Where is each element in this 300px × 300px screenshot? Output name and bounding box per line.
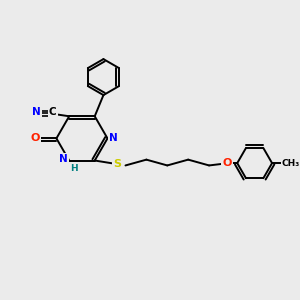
Text: N: N bbox=[59, 154, 68, 164]
Text: CH₃: CH₃ bbox=[282, 159, 300, 168]
Text: O: O bbox=[30, 134, 40, 143]
Text: O: O bbox=[222, 158, 232, 168]
Text: C: C bbox=[49, 107, 56, 118]
Text: S: S bbox=[113, 159, 122, 169]
Text: H: H bbox=[70, 164, 78, 173]
Text: N: N bbox=[109, 134, 118, 143]
Text: N: N bbox=[32, 107, 41, 118]
